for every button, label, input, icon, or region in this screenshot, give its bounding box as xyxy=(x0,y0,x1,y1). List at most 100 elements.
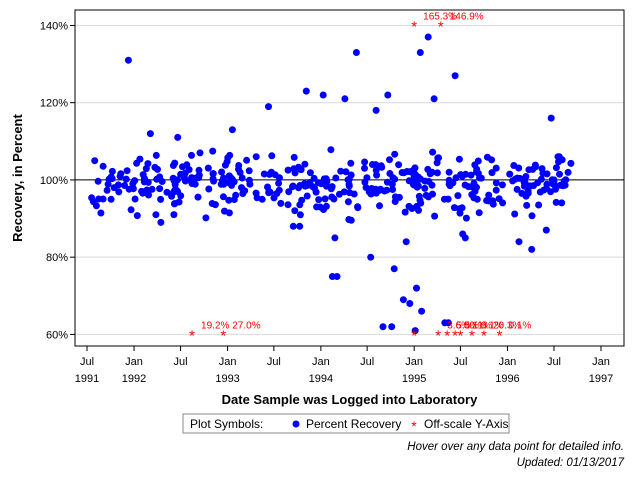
data-point[interactable] xyxy=(296,222,304,230)
data-point[interactable] xyxy=(219,193,227,201)
data-point[interactable] xyxy=(220,174,227,182)
data-point[interactable] xyxy=(386,156,393,164)
data-point[interactable] xyxy=(444,319,452,327)
data-point[interactable] xyxy=(99,195,107,203)
data-point[interactable] xyxy=(273,190,281,197)
data-point[interactable] xyxy=(418,307,426,315)
data-point[interactable] xyxy=(103,186,111,194)
data-point[interactable] xyxy=(473,183,480,191)
data-point[interactable] xyxy=(139,189,147,197)
data-point[interactable] xyxy=(451,72,459,80)
data-point[interactable] xyxy=(252,189,260,197)
offscale-point[interactable]: * xyxy=(497,327,503,344)
data-point[interactable] xyxy=(171,159,179,167)
data-point[interactable] xyxy=(347,159,355,167)
data-point[interactable] xyxy=(461,234,469,242)
data-point[interactable] xyxy=(558,199,566,207)
data-point[interactable] xyxy=(381,187,388,195)
data-point[interactable] xyxy=(386,170,394,177)
data-point[interactable] xyxy=(246,180,254,188)
offscale-point[interactable]: * xyxy=(481,327,487,344)
data-point[interactable] xyxy=(537,175,545,183)
data-point[interactable] xyxy=(513,185,521,193)
data-point[interactable] xyxy=(290,165,298,173)
data-point[interactable] xyxy=(342,168,350,176)
data-point[interactable] xyxy=(492,179,500,187)
data-point[interactable] xyxy=(388,323,396,331)
data-point[interactable] xyxy=(523,201,531,209)
data-point[interactable] xyxy=(285,188,293,196)
offscale-point[interactable]: * xyxy=(438,18,444,35)
data-point[interactable] xyxy=(341,95,349,103)
data-point[interactable] xyxy=(354,203,362,211)
data-point[interactable] xyxy=(555,158,562,166)
data-point[interactable] xyxy=(88,194,96,202)
data-point[interactable] xyxy=(467,171,475,179)
data-point[interactable] xyxy=(395,161,403,169)
data-point[interactable] xyxy=(209,175,217,183)
data-point[interactable] xyxy=(347,216,355,224)
data-point[interactable] xyxy=(330,195,338,203)
data-point[interactable] xyxy=(402,238,410,246)
data-point[interactable] xyxy=(131,177,139,185)
data-point[interactable] xyxy=(405,202,413,210)
data-point[interactable] xyxy=(522,192,530,200)
data-point[interactable] xyxy=(445,168,453,176)
data-point[interactable] xyxy=(344,176,352,184)
data-point[interactable] xyxy=(399,296,407,304)
data-point[interactable] xyxy=(485,191,493,199)
data-point[interactable] xyxy=(188,174,196,182)
data-point[interactable] xyxy=(315,196,323,204)
data-point[interactable] xyxy=(559,182,567,190)
data-point[interactable] xyxy=(152,211,160,219)
data-point[interactable] xyxy=(547,114,555,122)
data-point[interactable] xyxy=(284,166,292,174)
data-point[interactable] xyxy=(302,87,310,95)
data-point[interactable] xyxy=(177,170,185,178)
data-point[interactable] xyxy=(145,191,152,199)
offscale-point[interactable]: * xyxy=(452,327,458,344)
offscale-point[interactable]: * xyxy=(469,327,475,344)
data-point[interactable] xyxy=(146,130,154,138)
data-point[interactable] xyxy=(471,161,479,169)
data-point[interactable] xyxy=(154,165,161,173)
data-point[interactable] xyxy=(217,180,225,188)
data-point[interactable] xyxy=(114,181,122,189)
data-point[interactable] xyxy=(323,182,330,190)
data-point[interactable] xyxy=(291,207,299,215)
data-point[interactable] xyxy=(195,166,203,174)
data-point[interactable] xyxy=(455,155,463,163)
data-point[interactable] xyxy=(398,169,406,176)
data-point[interactable] xyxy=(225,196,233,204)
data-point[interactable] xyxy=(511,210,519,218)
data-point[interactable] xyxy=(97,209,105,217)
data-point[interactable] xyxy=(296,211,304,219)
data-point[interactable] xyxy=(238,184,245,192)
data-point[interactable] xyxy=(440,195,448,203)
data-point[interactable] xyxy=(265,103,272,111)
data-point[interactable] xyxy=(567,159,575,167)
data-point[interactable] xyxy=(528,212,536,220)
data-point[interactable] xyxy=(391,150,399,158)
data-point[interactable] xyxy=(104,180,112,188)
data-point[interactable] xyxy=(535,201,543,209)
data-point[interactable] xyxy=(205,185,213,193)
data-point[interactable] xyxy=(345,182,353,190)
data-point[interactable] xyxy=(391,198,399,205)
data-point[interactable] xyxy=(369,161,376,168)
data-point[interactable] xyxy=(346,189,353,197)
data-point[interactable] xyxy=(374,186,382,194)
data-point[interactable] xyxy=(123,167,131,175)
data-point[interactable] xyxy=(543,170,551,178)
data-point[interactable] xyxy=(306,169,314,177)
data-point[interactable] xyxy=(372,166,380,174)
data-point[interactable] xyxy=(319,91,327,99)
data-point[interactable] xyxy=(296,182,304,189)
data-point[interactable] xyxy=(515,238,523,246)
data-point[interactable] xyxy=(430,95,438,103)
data-point[interactable] xyxy=(413,183,421,191)
offscale-point[interactable]: * xyxy=(435,327,441,344)
data-point[interactable] xyxy=(174,133,182,141)
data-point[interactable] xyxy=(157,195,165,203)
data-point[interactable] xyxy=(406,300,414,307)
